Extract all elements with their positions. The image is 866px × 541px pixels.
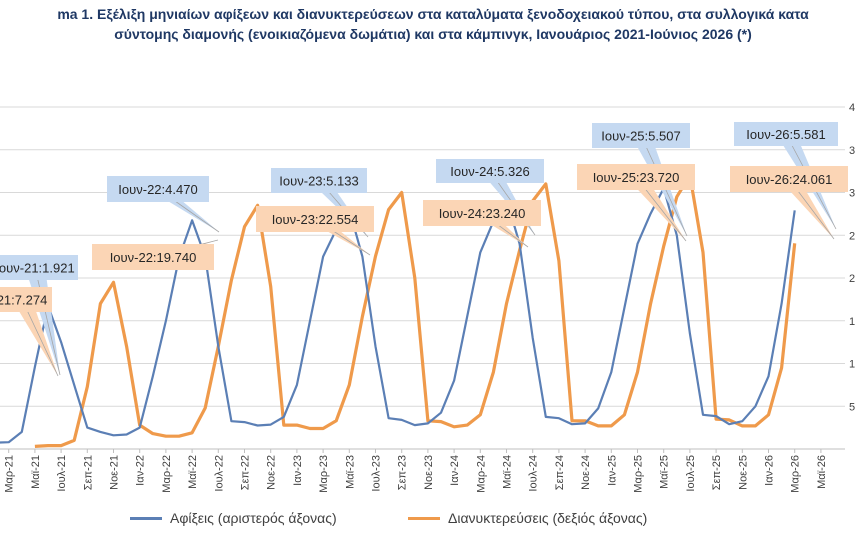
chart-title: ma 1. Εξέλιξη μηνιαίων αφίξεων και διανυ… (0, 4, 866, 44)
x-tick-label: Μαρ-23 (318, 455, 330, 493)
x-tick-label: Ιαν-24 (449, 455, 461, 486)
callout-box (92, 244, 214, 270)
x-tick-label: Ιουλ-21 (56, 455, 68, 492)
x-tick-label: Μαϊ-24 (502, 455, 514, 489)
x-tick-label: Μαϊ-26 (816, 455, 828, 489)
data-label: Ιουν-23:5.133 (279, 174, 358, 189)
x-tick-label: Νοε-21 (109, 455, 121, 490)
right-axis-tick-label: 1 (849, 359, 855, 371)
x-tick-label: Νοε-23 (423, 455, 435, 490)
callout-box (734, 122, 838, 146)
right-axis-tick-label: 4 (849, 102, 855, 114)
callout-box (0, 255, 78, 280)
x-tick-label: Μαϊ-23 (344, 455, 356, 489)
callout-box (0, 287, 52, 312)
series-line-overnights (34, 173, 797, 448)
legend-item-overnights: Διανυκτερεύσεις (δεξιός άξονας) (408, 510, 647, 526)
right-axis-tick-label: 2 (849, 230, 855, 242)
callout-box (107, 176, 209, 202)
data-label: Ιουν-23:22.554 (272, 212, 359, 227)
callout-pointer (12, 299, 58, 376)
x-tick-label: Μαρ-25 (633, 455, 645, 493)
x-tick-label: Ιαν-26 (764, 455, 776, 486)
data-label: Ιουν-24:23.240 (439, 206, 526, 221)
x-tick-label: Ιουλ-23 (371, 455, 383, 492)
chart-title-line2: σύντομης διαμονής (ενοικιαζόμενα δωμάτια… (114, 26, 752, 42)
x-tick-label: Νοε-22 (266, 455, 278, 490)
x-tick-label: Ιουλ-22 (213, 455, 225, 492)
x-tick-label: Μαρ-26 (790, 455, 802, 493)
x-tick-label: Νοε-25 (737, 455, 749, 490)
right-axis-tick-label: 3 (849, 145, 855, 157)
data-label: Ιουν-25:5.507 (601, 129, 680, 144)
data-label: 21:7.274 (0, 293, 47, 308)
callout-leader-line (21, 299, 59, 377)
callout-box (436, 159, 544, 183)
x-tick-label: Μαρ-24 (475, 455, 487, 493)
callout-pointer (626, 177, 686, 241)
x-tick-label: Ιαν-22 (135, 455, 147, 486)
callout-box (730, 166, 848, 192)
legend-label-overnights: Διανυκτερεύσεις (δεξιός άξονας) (448, 510, 648, 526)
x-tick-label: Μαϊ-25 (659, 455, 671, 489)
x-tick-label: Ιαν-23 (292, 455, 304, 486)
data-label: Ιουν-26:5.581 (746, 127, 825, 142)
data-label: Ιουν-21:1.921 (0, 261, 75, 276)
callout-box (592, 123, 690, 148)
x-tick-label: Ιουλ-24 (528, 455, 540, 492)
callout-box (256, 206, 374, 232)
right-axis-tick-label: 5 (849, 401, 855, 413)
data-label: Ιουν-22:19.740 (110, 250, 197, 265)
data-label: Ιουν-22:4.470 (118, 182, 197, 197)
legend-label-arrivals: Αφίξεις (αριστερός άξονας) (170, 510, 337, 526)
right-axis-tick-label: 1 (849, 316, 855, 328)
series-line-arrivals (0, 187, 796, 444)
legend-swatch-arrivals (130, 516, 162, 520)
x-tick-label: Ιουλ-25 (685, 455, 697, 492)
legend-item-arrivals: Αφίξεις (αριστερός άξονας) (130, 510, 337, 526)
callout-pointer (779, 179, 834, 239)
x-tick-label: Σεπ-23 (397, 455, 409, 490)
callout-leader-line (34, 267, 61, 376)
x-tick-label: Μαϊ-22 (187, 455, 199, 489)
callout-box (423, 200, 541, 226)
x-tick-label: Σεπ-24 (554, 455, 566, 490)
data-label: Ιουν-25:23.720 (593, 170, 680, 185)
x-tick-label: Μαρ-22 (161, 455, 173, 493)
data-label: Ιουν-24:5.326 (450, 164, 529, 179)
x-tick-label: Ιαν-25 (606, 455, 618, 486)
legend: Αφίξεις (αριστερός άξονας) Διανυκτερεύσε… (0, 510, 866, 530)
x-tick-label: Σεπ-25 (711, 455, 723, 490)
x-tick-label: Σεπ-21 (82, 455, 94, 490)
data-label: Ιουν-26:24.061 (746, 172, 833, 187)
x-tick-label: Μαϊ-21 (30, 455, 42, 489)
x-tick-label: Νοε-24 (580, 455, 592, 490)
x-tick-label: Μαρ-21 (4, 455, 16, 493)
chart-title-line1: ma 1. Εξέλιξη μηνιαίων αφίξεων και διανυ… (57, 6, 809, 22)
right-axis-tick-label: 2 (849, 273, 855, 285)
callout-box (271, 168, 367, 193)
callout-box (577, 164, 695, 190)
x-tick-label: Σεπ-22 (240, 455, 252, 490)
legend-swatch-overnights (408, 516, 440, 520)
right-axis-tick-label: 3 (849, 188, 855, 200)
